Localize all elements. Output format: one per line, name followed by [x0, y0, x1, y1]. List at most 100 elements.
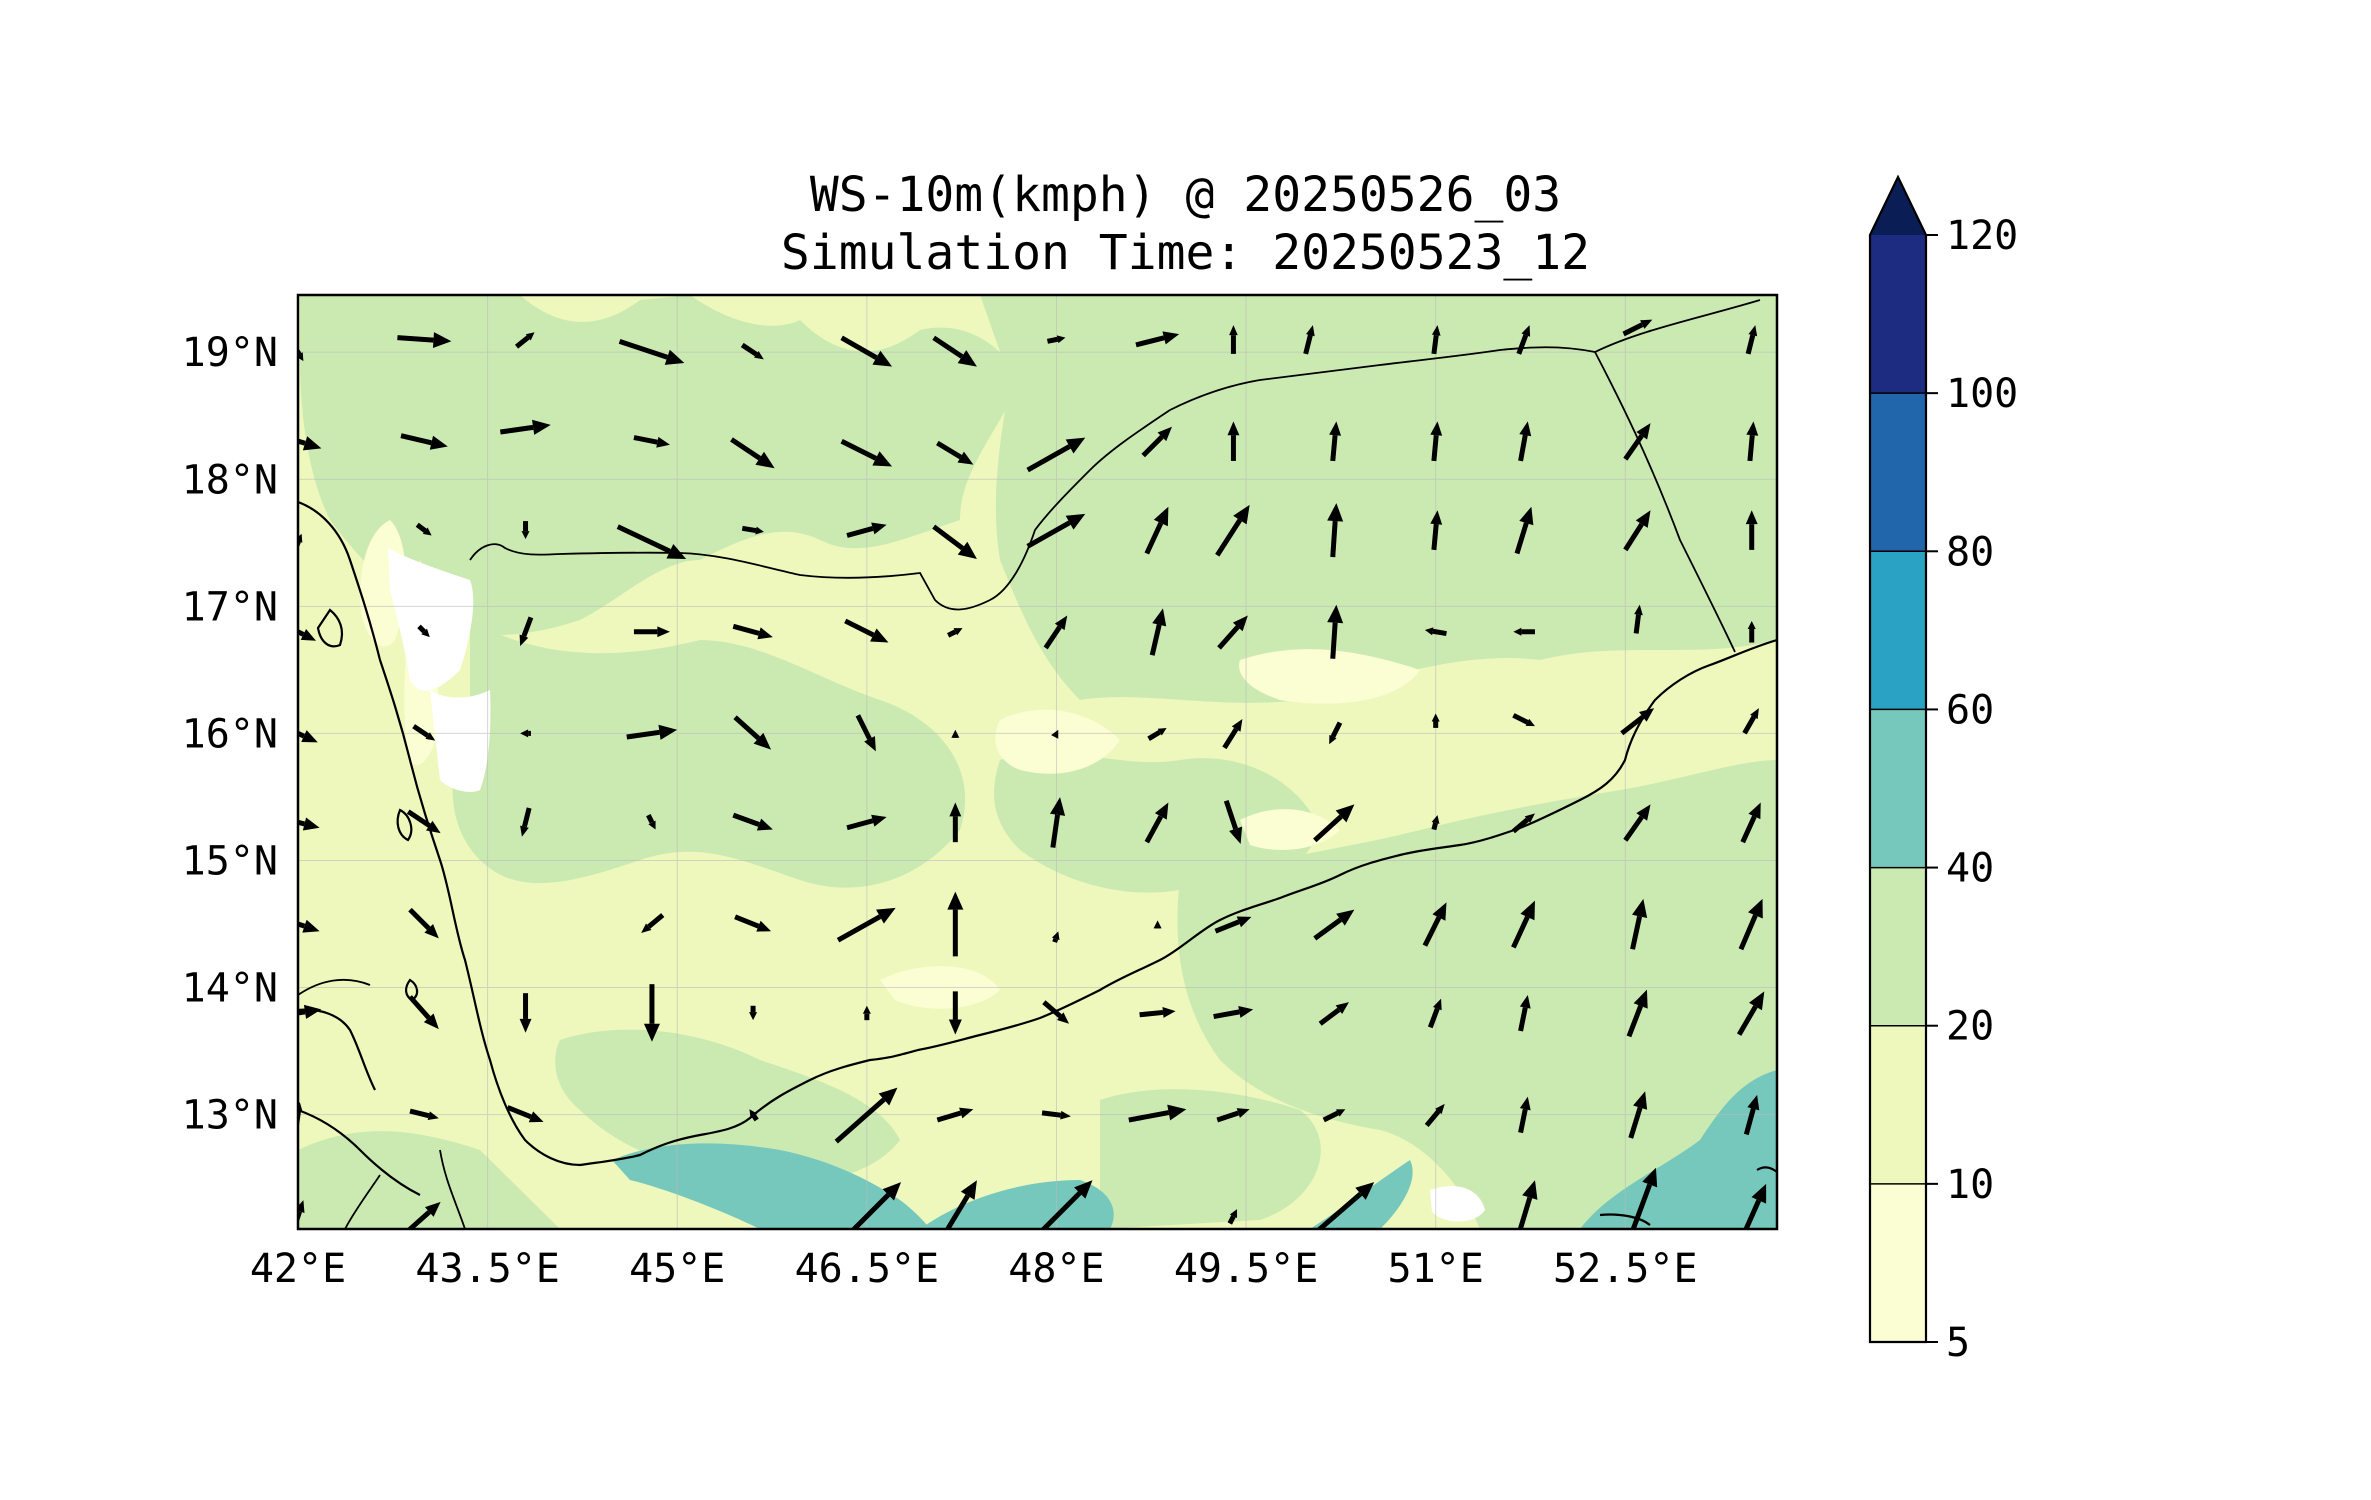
wind-vector-arrow [417, 624, 430, 638]
y-tick-label: 14°N [182, 966, 278, 1012]
wind-vector-arrow [951, 729, 960, 738]
wind-vector-arrow [732, 812, 773, 831]
chart-subtitle: Simulation Time: 20250523_12 [780, 225, 1591, 281]
wind-speed-band-40-60 [612, 1070, 1777, 1229]
wind-vector-arrow [1623, 804, 1651, 842]
wind-vector-arrow [1633, 604, 1643, 634]
wind-vector-arrow [1214, 916, 1252, 934]
wind-vector-arrow [1322, 1109, 1346, 1123]
wind-vector-arrow [1327, 503, 1344, 558]
wind-vector-arrow [1745, 325, 1758, 355]
wind-vector-arrow [1431, 325, 1441, 355]
wind-vector-arrow [415, 522, 432, 536]
colorbar-outline [1868, 174, 1928, 1344]
wind-vector-arrow [1430, 510, 1443, 551]
wind-vector-arrow [1147, 728, 1167, 741]
colorbar-band [1870, 1025, 1926, 1184]
wind-vector-arrow [1518, 421, 1532, 462]
chart-title: WS-10m(kmph) @ 20250526_03 [809, 167, 1562, 223]
wind-vector-arrow [1742, 708, 1759, 735]
wind-vector-arrow [298, 817, 320, 831]
wind-vector-arrow [1623, 510, 1651, 552]
wind-vector-arrow [1422, 902, 1447, 947]
wind-vector-arrow [1626, 989, 1648, 1038]
wind-vector-arrow [730, 437, 775, 469]
colorbar-bands [1870, 235, 1926, 1342]
x-tick-label: 48°E [1008, 1246, 1104, 1292]
wind-vector-arrow [947, 628, 963, 638]
colorbar-tick-label: 80 [1946, 529, 1994, 575]
y-tick-label: 18°N [182, 457, 278, 503]
x-tick-label: 46.5°E [795, 1246, 940, 1292]
wind-vector-arrow [1049, 797, 1066, 848]
wind-vector-arrow [840, 335, 893, 367]
wind-vector-arrow [519, 616, 534, 647]
graticule [298, 295, 1777, 1229]
wind-vector-arrow [1222, 719, 1243, 750]
wind-vector-arrow [836, 907, 896, 943]
wind-vector-arrow [947, 891, 964, 957]
wind-speed-band-20-40 [298, 295, 1777, 1229]
x-axis-ticks: 42°E 43.5°E 45°E 46.5°E 48°E 49.5°E 51°E 52.5°E [250, 1246, 1698, 1292]
wind-vector-arrow [749, 1005, 758, 1021]
wind-vector-arrow [1229, 325, 1238, 354]
wind-vector-arrow [1046, 335, 1066, 344]
colorbar-tick-label: 60 [1946, 687, 1994, 733]
wind-vector-arrow [409, 1108, 439, 1121]
colorbar-band [1870, 709, 1926, 868]
colorbar-band [1870, 551, 1926, 710]
wind-vector-arrow [1026, 437, 1086, 473]
wind-vector-arrow [936, 1107, 974, 1123]
wind-vector-arrow [932, 524, 977, 559]
wind-vector-arrow [1424, 627, 1447, 637]
wind-vector-arrow [298, 436, 322, 451]
wind-vector-arrow [948, 991, 962, 1035]
wind-vector-arrow [1738, 898, 1763, 951]
wind-vector-arrow [936, 440, 974, 465]
wind-vector-arrow [1736, 991, 1765, 1036]
colorbar-tick-label: 10 [1946, 1162, 1994, 1208]
colorbar-ticks: 5 10 20 40 60 80 100 120 [1870, 213, 2018, 1366]
y-tick-label: 15°N [182, 838, 278, 884]
wind-vector-arrow [1516, 325, 1531, 355]
wind-vector-arrow [1316, 1182, 1375, 1229]
wind-vector-arrow [1303, 325, 1315, 355]
wind-vector-arrow [1227, 1209, 1238, 1225]
wind-vector-arrow [1216, 1108, 1250, 1123]
wind-vector-arrow [1743, 1094, 1760, 1136]
wind-vector-arrow [932, 335, 977, 367]
wind-vector-arrow [626, 724, 678, 740]
colorbar-tick-label: 20 [1946, 1004, 1994, 1050]
y-axis-ticks: 19°N 18°N 17°N 16°N 15°N 14°N 13°N [182, 330, 278, 1138]
colorbar-tick-label: 5 [1946, 1320, 1970, 1366]
wind-vector-arrow [1141, 426, 1172, 458]
colorbar-band [1870, 867, 1926, 1026]
colorbar-band [1870, 235, 1926, 394]
wind-vector-arrow [1213, 1005, 1254, 1020]
wind-vector-arrow [1149, 608, 1167, 656]
wind-vector-arrow [412, 724, 436, 741]
wind-vector-arrow [850, 1182, 902, 1229]
wind-vector-arrow [1628, 1091, 1648, 1139]
colorbar-tick-label: 100 [1946, 371, 2018, 417]
wind-vector-arrow [514, 332, 535, 349]
wind-vector-arrow [1144, 506, 1169, 555]
wind-vector-arrow [1427, 998, 1442, 1029]
wind-vector-arrow [855, 714, 876, 752]
x-tick-label: 52.5°E [1553, 1246, 1698, 1292]
wind-vector-arrow [1043, 615, 1068, 650]
wind-vector-arrow [1041, 1110, 1071, 1120]
wind-vector-arrow [1518, 1096, 1531, 1134]
wind-vector-arrow [298, 628, 316, 641]
map-panel [298, 295, 1777, 1229]
wind-vector-arrow [1040, 1180, 1093, 1229]
wind-vector-arrow [1620, 708, 1655, 736]
wind-vector-arrow [846, 814, 887, 831]
wind-vector-arrow [1144, 802, 1169, 844]
wind-vector-arrow [1051, 729, 1059, 739]
wind-vector-arrow [506, 1105, 544, 1123]
wind-vector-arrow [1431, 713, 1440, 728]
x-tick-label: 42°E [250, 1246, 346, 1292]
